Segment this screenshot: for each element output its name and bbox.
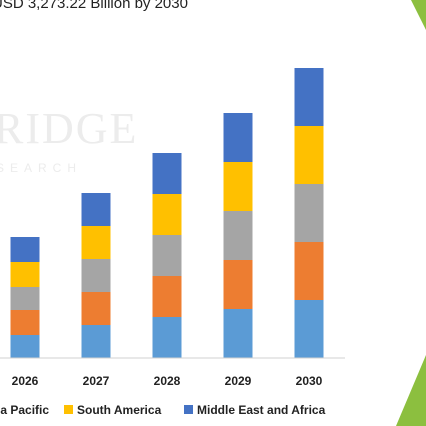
bar-segment-2030-4 [294,126,324,184]
bar-segment-2028-1 [152,317,182,358]
legend-label: Middle East and Africa [197,403,326,417]
legend-swatch [184,405,193,414]
bar-segment-2028-5 [152,153,182,194]
bar-segment-2027-2 [81,292,111,325]
bar-segment-2026-2 [10,310,40,335]
bar-segment-2030-5 [294,68,324,126]
bar-segment-2028-3 [152,235,182,276]
x-tick-labels: 2026 2027 2028 2029 2030 [12,374,323,388]
bar-segment-2030-3 [294,184,324,242]
legend: ia Pacific South America Middle East and A… [0,403,326,417]
bar-segment-2028-4 [152,194,182,235]
legend-label: ia Pacific [0,403,49,417]
legend-swatch [64,405,73,414]
x-tick-label: 2027 [83,374,110,388]
x-tick-label: 2026 [12,374,39,388]
x-tick-label: 2030 [296,374,323,388]
bar-segment-2026-4 [10,262,40,287]
accent-triangle-top [411,0,426,30]
legend-label: South America [77,403,162,417]
bar-segment-2027-1 [81,325,111,358]
bar-segment-2027-3 [81,259,111,292]
bar-segment-2027-4 [81,226,111,259]
bar-segment-2029-4 [223,162,253,211]
watermark-text: RIDGE [0,104,138,153]
x-tick-label: 2028 [154,374,181,388]
accent-triangle-bottom [396,355,426,426]
bar-segment-2029-1 [223,309,253,358]
bar-segment-2028-2 [152,276,182,317]
bar-segment-2029-3 [223,211,253,260]
bars-group [10,68,324,358]
bar-segment-2027-5 [81,193,111,226]
bar-segment-2030-1 [294,300,324,358]
bar-segment-2029-5 [223,113,253,162]
x-tick-label: 2029 [225,374,252,388]
bar-segment-2026-1 [10,335,40,358]
chart-subtitle: USD 3,273.22 Billion by 2030 [0,0,188,12]
bar-segment-2026-5 [10,237,40,262]
bar-segment-2026-3 [10,287,40,310]
bar-segment-2029-2 [223,260,253,309]
watermark-subtext: SEARCH [0,161,82,175]
bar-segment-2030-2 [294,242,324,300]
